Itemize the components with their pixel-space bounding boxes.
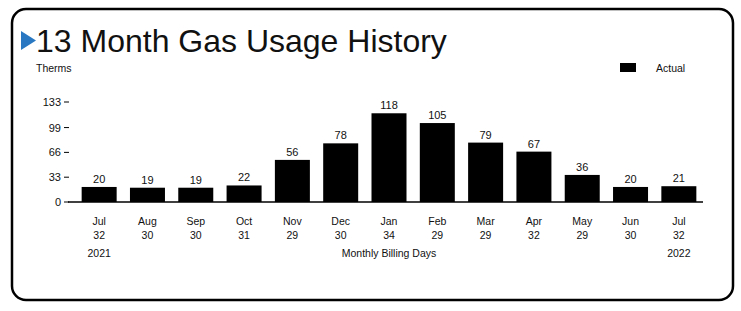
data-label: 22 [238,171,250,183]
y-tick-label: 66 [49,146,61,158]
data-label: 20 [93,173,105,185]
data-label: 118 [380,99,398,111]
billing-days: 32 [528,229,540,241]
data-label: 56 [286,146,298,158]
bar [372,113,407,202]
data-label: 67 [528,138,540,150]
y-tick-label: 33 [49,171,61,183]
billing-days: 29 [287,229,299,241]
bar [565,175,600,202]
x-tick-label: Apr [526,215,543,227]
x-tick-label: Jan [381,215,398,227]
billing-days: 32 [93,229,105,241]
legend-swatch [620,63,636,72]
y-tick [64,152,69,153]
billing-days: 31 [238,229,250,241]
frame [12,9,733,300]
bar [613,187,648,202]
x-tick-label: Dec [331,215,350,227]
chart: 13 Month Gas Usage History Therms 0 33 66 99 1… [0,0,741,311]
x-tick-label: Mar [477,215,496,227]
y-tick-label: 99 [49,122,61,134]
x-tick-label: Jul [672,215,685,227]
bar [227,185,262,202]
billing-days: 30 [335,229,347,241]
bar [420,123,455,202]
data-label: 105 [428,109,446,121]
y-tick [64,177,69,178]
data-label: 20 [624,173,636,185]
bar [82,187,117,202]
bars [82,113,697,202]
y-tick-label: 133 [43,96,61,108]
billing-days: 29 [576,229,588,241]
billing-days: 34 [383,229,395,241]
data-label: 79 [479,129,491,141]
bar [516,152,551,202]
title-marker [21,31,36,50]
x-tick-label: Nov [283,215,302,227]
x-tick-label: Oct [236,215,252,227]
billing-days: 32 [673,229,685,241]
y-label: Therms [36,62,72,74]
billing-days: 30 [190,229,202,241]
data-label: 19 [190,174,202,186]
x-tick-label: Sep [186,215,205,227]
billing-days: 29 [480,229,492,241]
bar [275,160,310,202]
legend-label: Actual [656,62,685,74]
x-label: Monthly Billing Days [342,247,437,259]
bar [178,188,213,202]
x-tick-label: Jul [92,215,105,227]
year-label: 2022 [667,247,691,259]
data-label: 19 [141,174,153,186]
x-tick-label: Feb [428,215,446,227]
title: 13 Month Gas Usage History [36,23,447,59]
y-tick-label: 0 [55,196,61,208]
x-tick-label: Jun [622,215,639,227]
billing-days: 29 [431,229,443,241]
data-label: 21 [673,172,685,184]
bar [323,143,358,202]
data-label: 78 [335,129,347,141]
x-tick-label: May [572,215,593,227]
x-axis [68,201,703,203]
year-label: 2021 [87,247,111,259]
x-tick-label: Aug [138,215,157,227]
data-label: 36 [576,161,588,173]
billing-days: 30 [625,229,637,241]
y-tick [64,127,69,128]
billing-days: 30 [142,229,154,241]
data-labels: 20 19 19 22 56 78 118 105 79 67 36 20 21 [93,99,685,185]
bar [661,186,696,202]
bar [468,143,503,202]
bar [130,188,165,202]
y-tick [64,102,69,103]
